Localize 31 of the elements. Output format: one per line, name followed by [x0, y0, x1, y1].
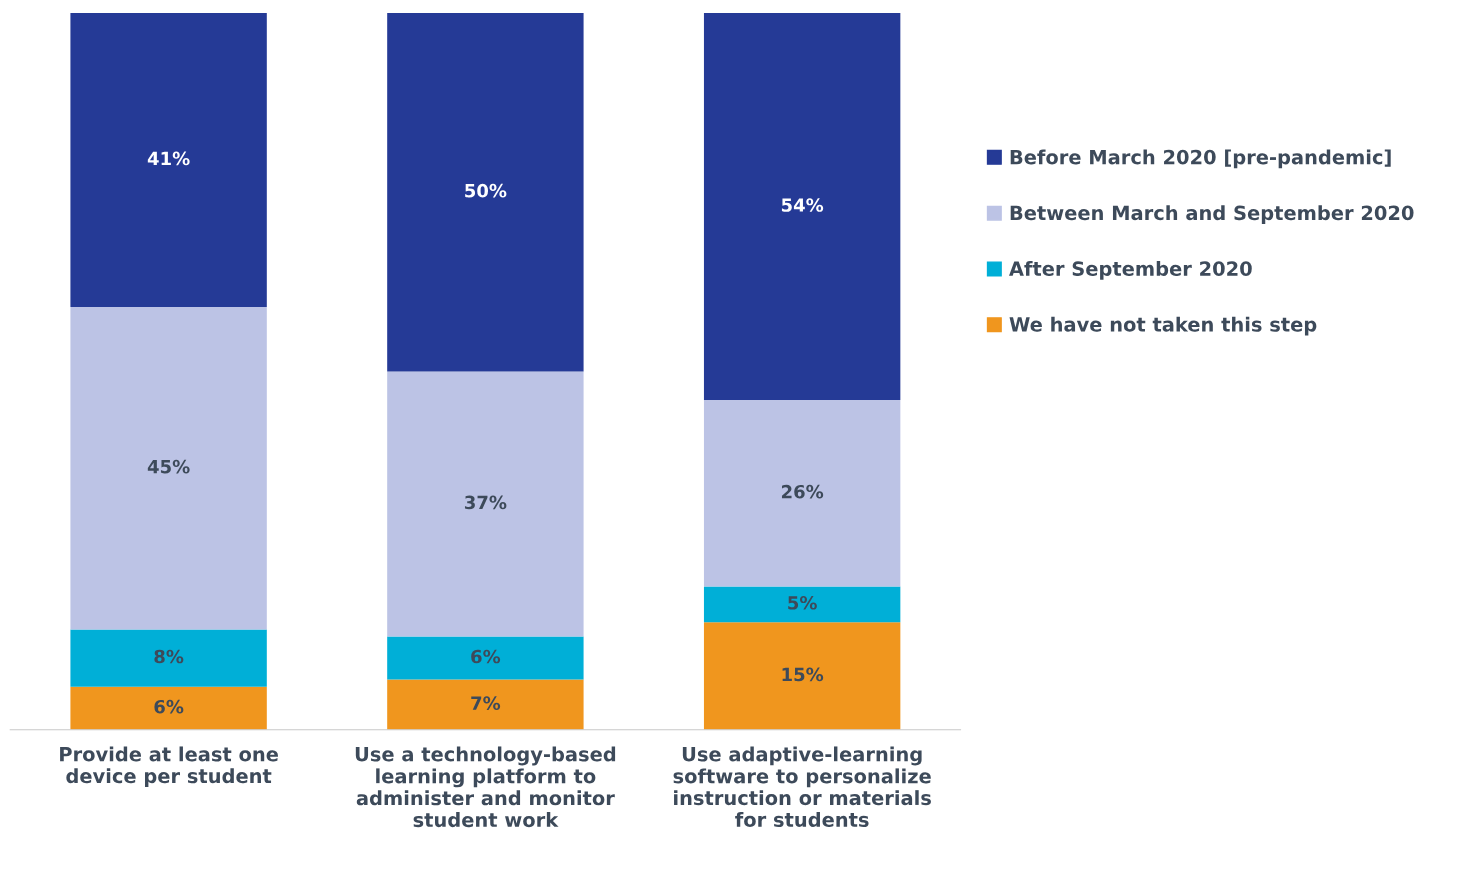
- bar: [70, 13, 267, 307]
- data-label: 6%: [471, 649, 501, 664]
- bar: [70, 306, 267, 630]
- data-label: 6%: [154, 699, 184, 714]
- data-label: 37%: [464, 495, 507, 510]
- data-label: 26%: [781, 484, 824, 499]
- bar: [703, 400, 901, 587]
- x-tick-label: Use a technology-based learning platform to administer and monitor student work: [355, 746, 616, 828]
- data-label: 45%: [147, 459, 190, 474]
- legend-label: We have not taken this step: [1009, 316, 1317, 336]
- data-label: 7%: [471, 696, 501, 710]
- legend-label: After September 2020: [1009, 260, 1252, 280]
- x-tick-label: Use adaptive-learning software to personalize instruction or materials for students: [673, 746, 931, 827]
- data-label: 41%: [147, 151, 190, 166]
- bar: [387, 679, 584, 730]
- bar: [703, 586, 901, 623]
- bar: [70, 629, 267, 687]
- legend-label: Before March 2020 [pre-pandemic]: [1010, 149, 1391, 169]
- data-label: 15%: [782, 667, 824, 682]
- bar: [703, 13, 901, 401]
- data-label: 5%: [788, 595, 817, 610]
- data-label: 54%: [781, 198, 824, 212]
- legend-label: Between March and September 2020: [1010, 205, 1414, 224]
- data-label: 50%: [465, 183, 507, 198]
- data-label: 8%: [154, 649, 184, 664]
- bar: [387, 636, 584, 680]
- bar: [387, 13, 584, 372]
- bar: [387, 371, 584, 637]
- bar: [70, 686, 267, 730]
- x-tick-label: Provide at least one device per student: [60, 746, 278, 788]
- bar: [703, 622, 901, 730]
